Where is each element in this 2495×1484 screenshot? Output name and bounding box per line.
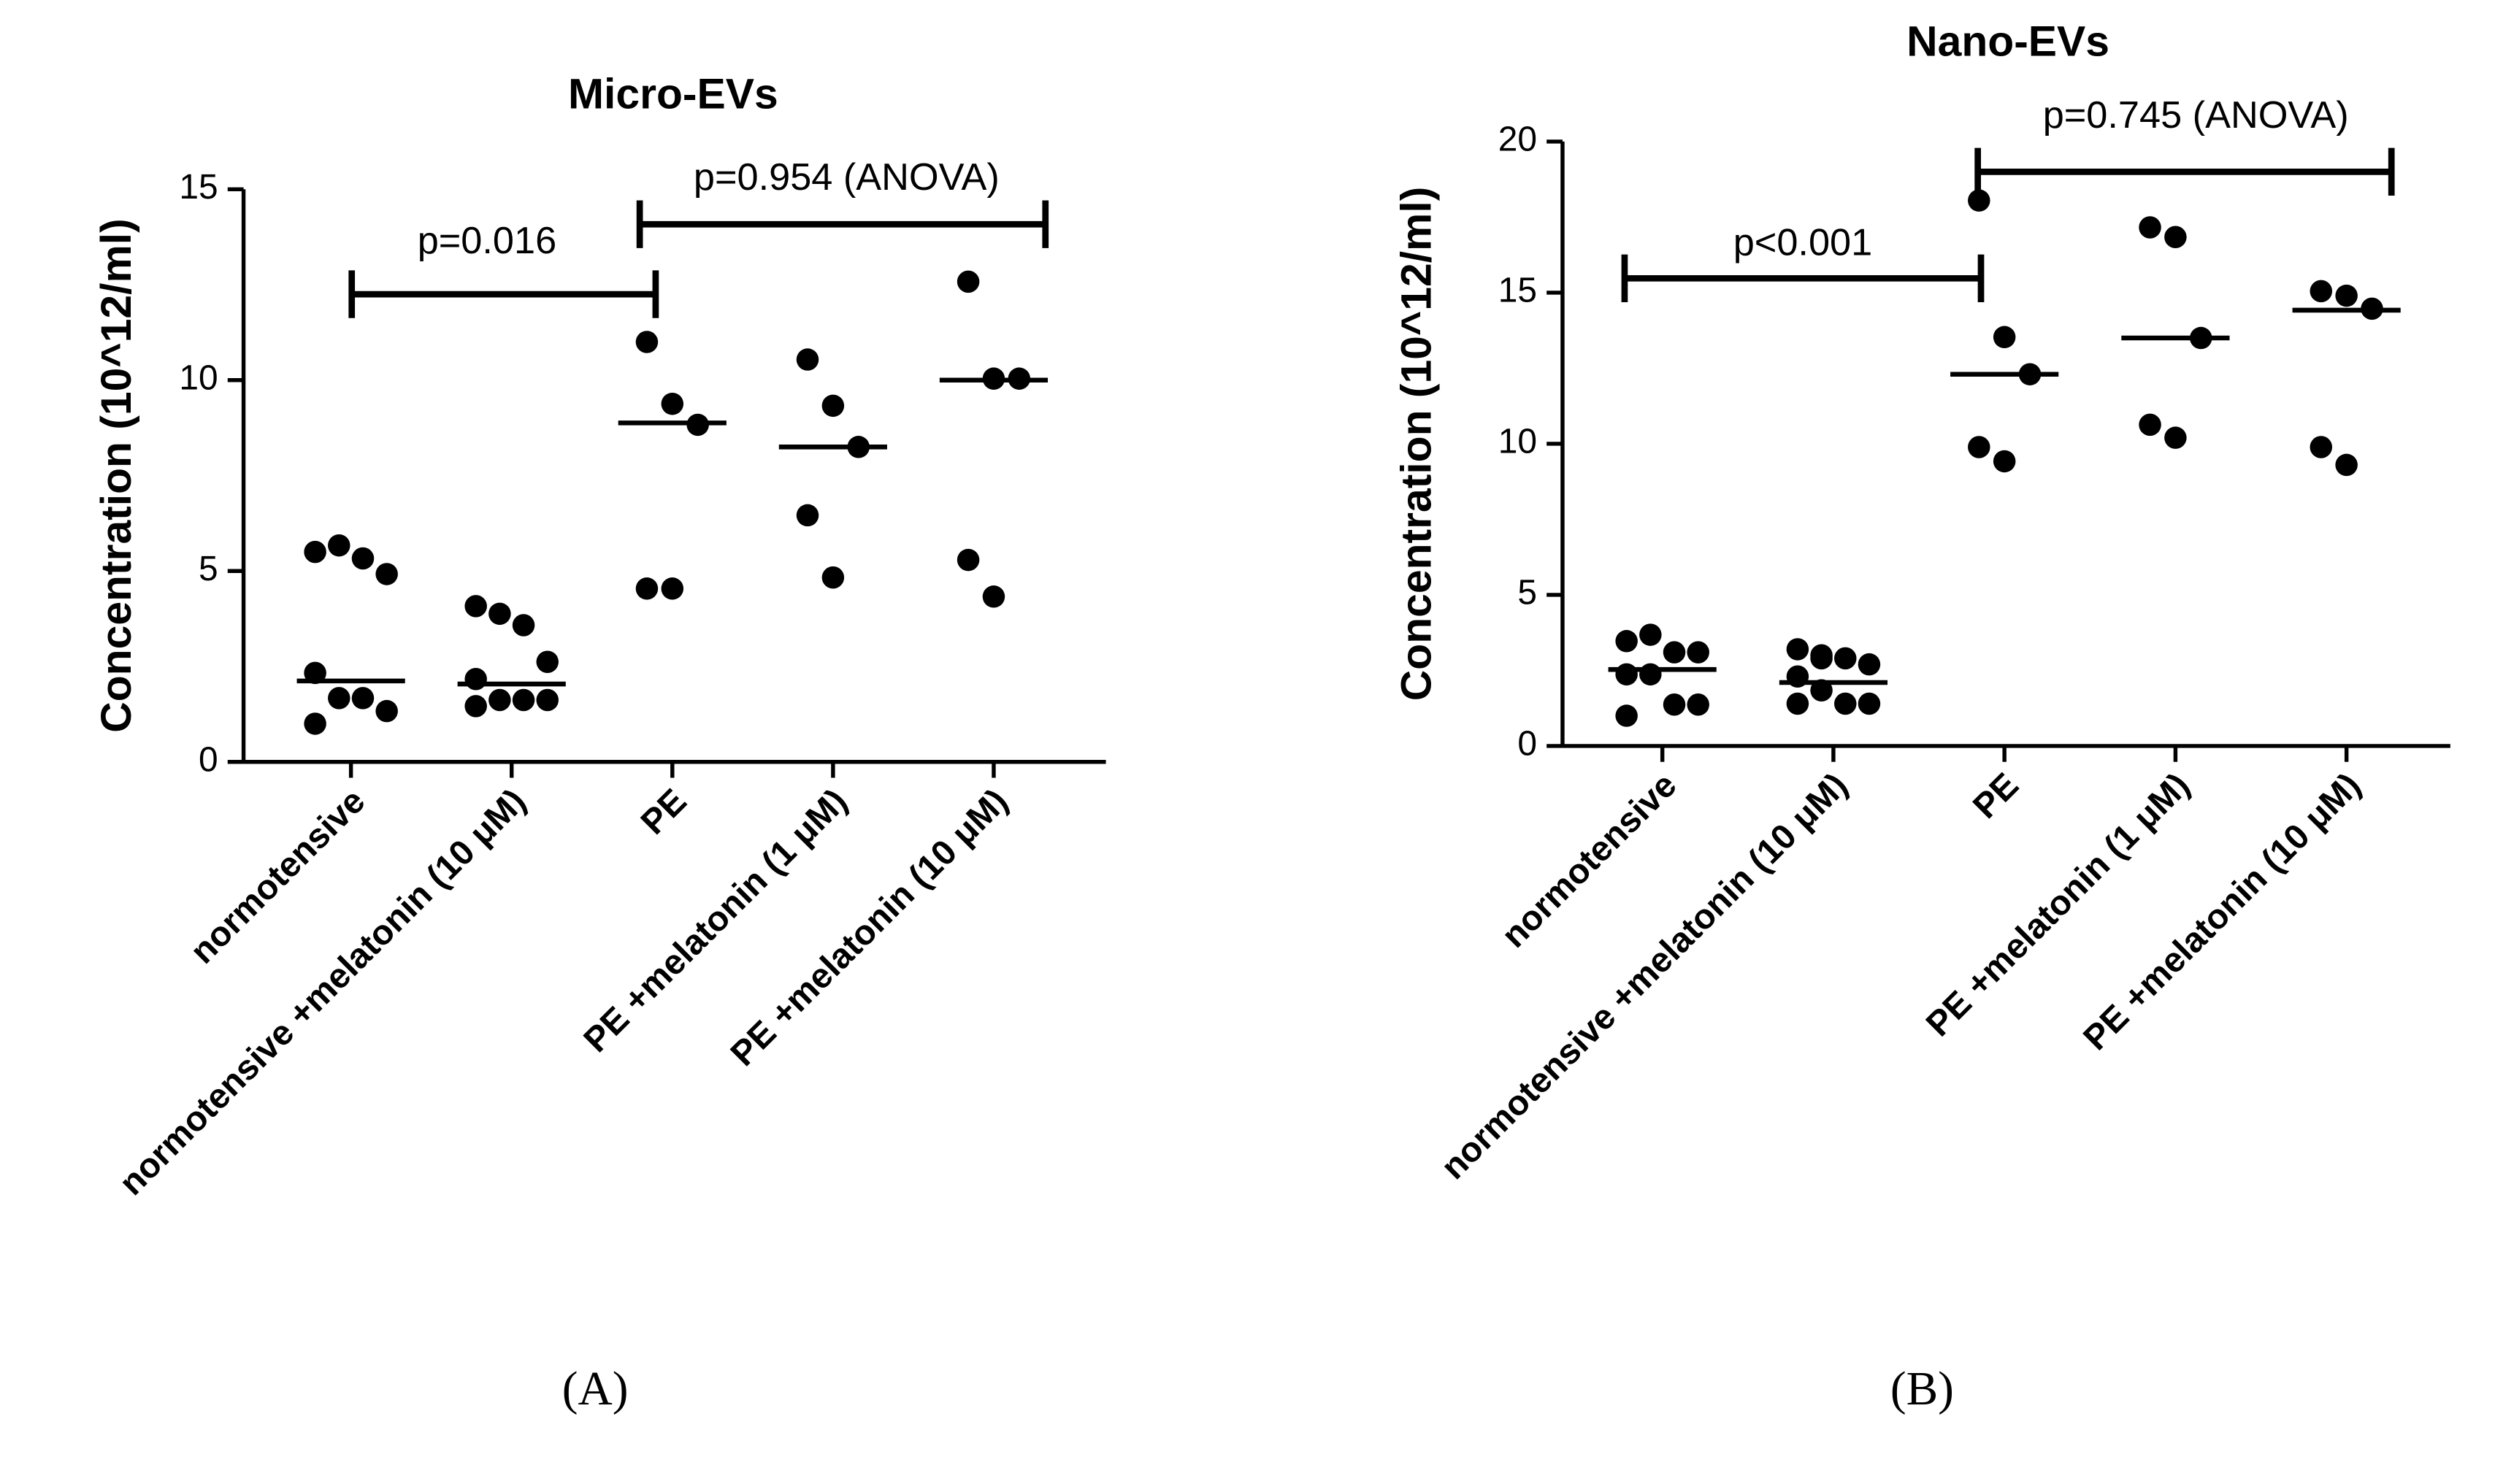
data-point [512,614,535,637]
y-tick-label: 10 [1498,423,1537,461]
x-tick-label: PE +melatonin (10 μM) [724,782,1016,1074]
data-point [536,688,559,712]
data-point [2139,216,2161,239]
data-point [1993,450,2016,473]
data-point [304,661,326,685]
data-point [351,687,375,710]
data-point [1786,638,1809,661]
significance-bracket [1621,254,1985,303]
data-point [661,577,684,600]
data-point [1687,693,1709,716]
data-point [2310,436,2333,458]
data-point [1834,647,1857,670]
data-point [1858,692,1881,715]
y-axis-label: Concentration (10^12/ml) [93,218,140,732]
x-tick-label: PE +melatonin (10 μM) [2076,766,2368,1058]
significance-bracket [636,200,1049,248]
data-point [2335,453,2358,477]
data-point [957,548,980,572]
data-point [328,687,350,710]
x-tick-label: PE [634,782,694,842]
data-point [821,566,845,589]
x-tick-label: normotensive [1495,766,1685,956]
data-point [1786,692,1809,715]
data-point [1993,326,2016,349]
data-point [512,688,535,712]
significance-bracket [1974,147,2395,196]
data-point [1663,641,1686,664]
data-point [1834,692,1857,715]
data-point [464,595,487,618]
data-point [375,563,398,585]
y-tick-label: 5 [199,550,218,588]
data-point [536,650,559,673]
data-point [661,392,684,415]
data-point [1615,630,1638,653]
y-tick-label: 10 [179,358,218,397]
data-point [1615,704,1638,727]
y-tick-label: 15 [179,168,218,207]
annotation: p=0.954 (ANOVA) [694,156,1000,199]
data-point [2335,284,2358,307]
data-point [957,270,980,293]
chart-title: Micro-EVs [568,70,778,118]
significance-bracket [348,270,659,318]
data-point [1639,663,1662,686]
data-point [375,699,398,723]
data-point [1663,693,1686,716]
data-point [2164,226,2187,249]
annotation: p<0.001 [1733,221,1872,264]
data-point [328,534,350,557]
data-point [635,331,659,353]
data-point [2310,280,2333,303]
data-point [2139,413,2161,437]
data-point [464,695,487,718]
data-point [821,394,845,418]
data-point [1639,623,1662,646]
data-point [635,577,659,600]
y-tick-label: 5 [1517,574,1537,612]
data-point [1687,641,1709,664]
y-tick-label: 20 [1498,120,1537,159]
data-point [2164,426,2187,449]
chart-title: Nano-EVs [1906,18,2109,66]
data-point [464,668,487,691]
x-tick-label: PE [1966,766,2026,826]
data-point [488,602,511,626]
annotation: p=0.016 [418,220,556,262]
data-point [796,348,819,371]
data-point [1968,189,1990,212]
data-point [796,504,819,527]
data-point [1810,647,1833,670]
data-point [1968,436,1990,458]
data-point [982,585,1005,608]
y-tick-label: 0 [199,740,218,779]
panel-label: (A) [562,1363,629,1415]
data-point [304,712,326,735]
annotation: p=0.745 (ANOVA) [2043,94,2349,137]
y-axis-label: Concentration (10^12/ml) [1392,187,1440,701]
y-tick-label: 0 [1517,725,1537,764]
data-point [304,540,326,564]
y-tick-label: 15 [1498,272,1537,310]
panel-label: (B) [1890,1363,1954,1415]
data-point [351,547,375,570]
data-point [488,688,511,712]
data-point [1858,653,1881,676]
data-point [1615,663,1638,686]
x-tick-label: PE +melatonin (1 μM) [577,782,855,1060]
